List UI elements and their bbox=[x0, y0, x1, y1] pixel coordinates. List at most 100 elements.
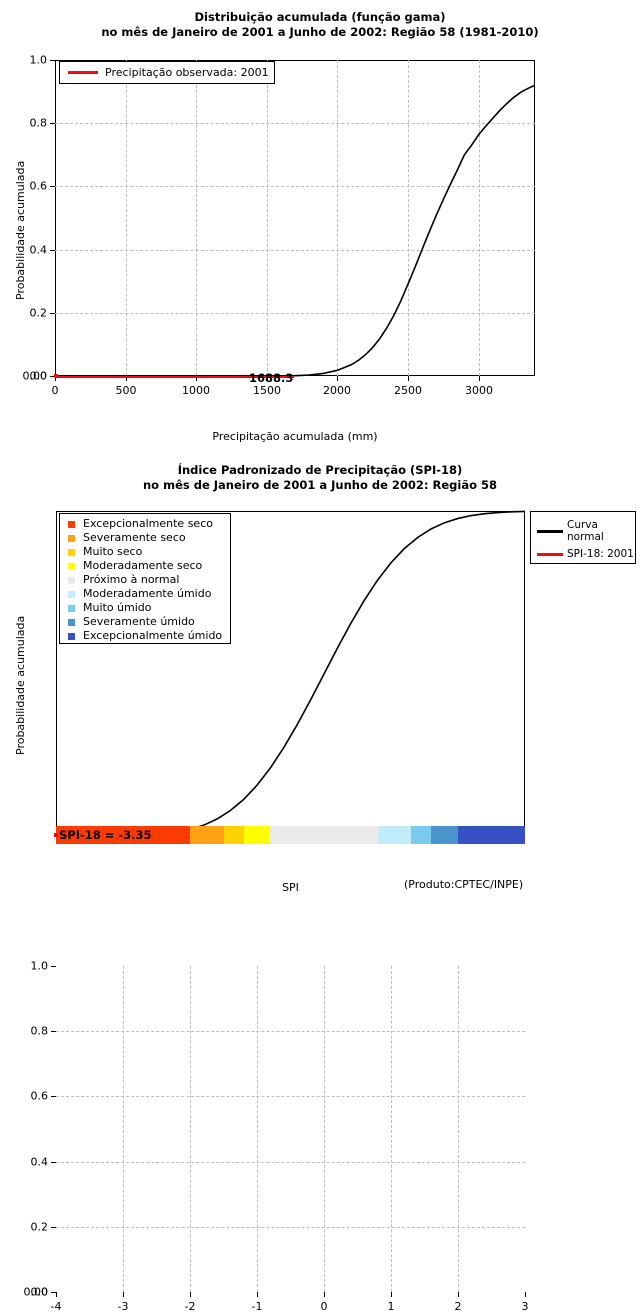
colorbar-segment bbox=[190, 826, 224, 844]
x-tick-label: 2000 bbox=[323, 384, 351, 397]
spi-category-legend-label: Muito úmido bbox=[83, 601, 152, 614]
chart2-legend-normal-label: Curva normal bbox=[567, 519, 604, 543]
chart2-observed-point bbox=[54, 833, 58, 837]
product-credit: (Produto:CPTEC/INPE) bbox=[404, 878, 524, 891]
chart2-x-axis-label: SPI bbox=[282, 881, 299, 894]
gridline-vertical bbox=[126, 60, 127, 376]
y-tick-label: 0.8 bbox=[30, 1024, 49, 1038]
color-swatch-icon bbox=[68, 590, 75, 598]
x-tick-mark bbox=[267, 376, 268, 381]
x-tick-label: 2 bbox=[454, 1300, 462, 1313]
chart1-x-axis-label: Precipitação acumulada (mm) bbox=[212, 430, 378, 443]
x-tick-label: -3 bbox=[117, 1300, 129, 1313]
chart1-legend[interactable]: Precipitação observada: 2001 bbox=[59, 61, 275, 84]
spi-category-legend-item[interactable]: Excepcionalmente úmido bbox=[60, 629, 230, 643]
y-tick-mark bbox=[51, 966, 56, 967]
color-swatch-icon bbox=[68, 618, 75, 626]
color-swatch-icon bbox=[68, 562, 75, 570]
gridline-horizontal bbox=[55, 123, 535, 124]
x-tick-mark bbox=[337, 376, 338, 381]
chart-cumulative-gamma: Distribuição acumulada (função gama) no … bbox=[0, 0, 640, 455]
x-tick-mark bbox=[458, 1292, 459, 1297]
chart1-observed-prob-label: 0.00 bbox=[22, 369, 48, 383]
gridline-vertical bbox=[458, 966, 459, 1292]
gridline-vertical bbox=[479, 60, 480, 376]
gridline-vertical bbox=[408, 60, 409, 376]
gridline-vertical bbox=[123, 966, 124, 1292]
colorbar-segment bbox=[457, 826, 525, 844]
spi-category-legend-item[interactable]: Moderadamente seco bbox=[60, 559, 230, 573]
colorbar-segment bbox=[270, 826, 378, 844]
spi-category-legend-label: Excepcionalmente úmido bbox=[83, 629, 223, 642]
y-tick-mark bbox=[50, 123, 55, 124]
x-tick-label: 0 bbox=[51, 384, 59, 397]
x-tick-mark bbox=[408, 376, 409, 381]
spi-category-legend-item[interactable]: Severamente úmido bbox=[60, 615, 230, 629]
chart1-observed-line bbox=[56, 376, 295, 378]
y-tick-label: 0.4 bbox=[29, 243, 48, 257]
y-tick-mark bbox=[50, 376, 55, 377]
gridline-vertical bbox=[267, 60, 268, 376]
spi-category-legend-item[interactable]: Excepcionalmente seco bbox=[60, 517, 230, 531]
gridline-vertical bbox=[324, 966, 325, 1292]
color-swatch-icon bbox=[68, 604, 75, 612]
red-line-swatch-icon bbox=[537, 552, 563, 556]
x-tick-label: 3000 bbox=[465, 384, 493, 397]
spi-category-legend-item[interactable]: Severamente seco bbox=[60, 531, 230, 545]
chart2-legend-item-spi[interactable]: SPI-18: 2001 bbox=[531, 547, 635, 561]
chart2-legend-spi-label: SPI-18: 2001 bbox=[567, 548, 634, 560]
chart2-legend-item-normal[interactable]: Curva normal bbox=[531, 519, 635, 543]
x-tick-mark bbox=[196, 376, 197, 381]
chart-spi-normal: Índice Padronizado de Precipitação (SPI-… bbox=[0, 455, 640, 1313]
spi-category-legend-item[interactable]: Muito seco bbox=[60, 545, 230, 559]
spi-category-legend-label: Severamente úmido bbox=[83, 615, 195, 628]
colorbar-segment bbox=[411, 826, 432, 844]
y-tick-mark bbox=[51, 1031, 56, 1032]
y-tick-label: 0.6 bbox=[30, 1089, 49, 1103]
chart2-title-line1: Índice Padronizado de Precipitação (SPI-… bbox=[177, 463, 463, 477]
spi-category-legend-label: Moderadamente úmido bbox=[83, 587, 212, 600]
spi-category-legend-label: Moderadamente seco bbox=[83, 559, 203, 572]
colorbar-segment bbox=[56, 826, 190, 844]
colorbar-segment bbox=[431, 826, 458, 844]
chart1-legend-item-observed[interactable]: Precipitação observada: 2001 bbox=[60, 62, 274, 83]
x-tick-mark bbox=[190, 1292, 191, 1297]
chart2-category-legend[interactable]: Excepcionalmente seco Severamente seco Mui… bbox=[59, 513, 231, 644]
chart2-curve-legend[interactable]: Curva normal SPI-18: 2001 bbox=[530, 511, 636, 564]
gridline-vertical bbox=[190, 966, 191, 1292]
y-tick-mark bbox=[51, 1292, 56, 1293]
y-tick-mark bbox=[51, 1096, 56, 1097]
color-swatch-icon bbox=[68, 520, 75, 528]
y-tick-mark bbox=[51, 1162, 56, 1163]
chart1-observed-point bbox=[54, 374, 58, 378]
y-tick-label: 0.8 bbox=[29, 116, 48, 130]
gridline-horizontal bbox=[55, 250, 535, 251]
x-tick-mark bbox=[324, 1292, 325, 1297]
black-line-swatch-icon bbox=[537, 529, 563, 533]
colorbar-segment bbox=[243, 826, 271, 844]
spi-category-legend-label: Severamente seco bbox=[83, 531, 186, 544]
spi-category-legend-label: Excepcionalmente seco bbox=[83, 517, 213, 530]
y-tick-label: 0.2 bbox=[30, 1220, 49, 1234]
spi-category-legend-item[interactable]: Moderadamente úmido bbox=[60, 587, 230, 601]
x-tick-label: 1500 bbox=[253, 384, 281, 397]
chart1-title-line2: no mês de Janeiro de 2001 a Junho de 200… bbox=[101, 25, 539, 39]
spi-category-legend-item[interactable]: Muito úmido bbox=[60, 601, 230, 615]
x-tick-mark bbox=[126, 376, 127, 381]
chart2-title-line2: no mês de Janeiro de 2001 a Junho de 200… bbox=[143, 478, 497, 492]
x-tick-label: 0 bbox=[320, 1300, 328, 1313]
y-tick-mark bbox=[51, 1227, 56, 1228]
x-tick-label: -4 bbox=[50, 1300, 62, 1313]
x-tick-label: 1 bbox=[387, 1300, 395, 1313]
chart1-title-line1: Distribuição acumulada (função gama) bbox=[194, 10, 446, 24]
gridline-horizontal bbox=[56, 1096, 525, 1097]
spi-category-legend-item[interactable]: Próximo à normal bbox=[60, 573, 230, 587]
color-swatch-icon bbox=[68, 548, 75, 556]
y-tick-label: 1.0 bbox=[29, 53, 48, 67]
x-tick-label: -2 bbox=[184, 1300, 196, 1313]
chart1-legend-label: Precipitação observada: 2001 bbox=[105, 65, 269, 79]
gridline-horizontal bbox=[56, 1227, 525, 1228]
x-tick-label: 1000 bbox=[182, 384, 210, 397]
y-tick-label: 0.6 bbox=[29, 179, 48, 193]
